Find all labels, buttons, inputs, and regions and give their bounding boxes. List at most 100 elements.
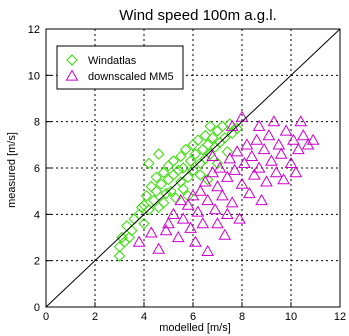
diamond-point	[160, 187, 172, 200]
triangle-point	[223, 152, 237, 164]
y-tick-label: 6	[34, 163, 40, 175]
triangle-point	[152, 242, 166, 254]
triangle-point	[289, 166, 303, 178]
diamond-point	[135, 201, 148, 214]
triangle-point	[171, 230, 185, 243]
diamond-point	[199, 129, 212, 142]
chart-title: Wind speed 100m a.g.l.	[119, 7, 277, 24]
triangle-point	[287, 133, 300, 145]
diamond-point	[175, 150, 187, 163]
triangle-point	[228, 163, 242, 175]
diamond-point	[157, 166, 170, 179]
diamond-point	[167, 169, 180, 181]
triangle-point	[208, 203, 222, 215]
triangle-point	[292, 142, 305, 155]
triangle-point	[201, 244, 215, 256]
diamond-point	[189, 148, 202, 160]
diamond-point	[138, 217, 150, 230]
triangle-point	[252, 119, 266, 131]
legend-diamond-marker	[66, 54, 78, 66]
diamond-point	[179, 143, 192, 156]
y-tick-label: 4	[34, 209, 40, 221]
diamond-point	[206, 132, 219, 144]
diamond-point	[192, 134, 204, 146]
triangle-point	[272, 138, 286, 150]
diamond-point	[184, 155, 197, 167]
diamond-point	[204, 120, 216, 133]
diamond-point	[121, 220, 133, 232]
triangle-point	[230, 145, 244, 157]
axis-ticks: 0 2 4 6 8 10 12 0 2 4 6 8 10 12	[28, 24, 346, 323]
diamond-point	[150, 185, 163, 197]
triangle-point	[216, 189, 229, 201]
diamond-point	[143, 157, 155, 170]
legend-diamond-icon	[66, 54, 78, 66]
triangle-point	[191, 205, 205, 217]
triangle-point	[233, 212, 246, 224]
diamond-point	[187, 164, 199, 177]
triangle-point	[220, 170, 234, 182]
triangle-point	[235, 177, 249, 189]
triangle-point	[274, 147, 288, 159]
diamond-point	[165, 185, 177, 197]
triangle-point	[240, 138, 254, 150]
triangle-point	[162, 217, 175, 229]
triangle-point	[255, 193, 268, 206]
diamond-point	[172, 164, 185, 177]
triangle-point	[269, 166, 283, 178]
y-tick-label: 8	[34, 117, 40, 129]
triangle-point	[238, 156, 251, 168]
triangle-point	[174, 193, 188, 206]
triangle-point	[213, 161, 227, 173]
diamond-point	[167, 155, 180, 167]
triangle-point	[262, 129, 276, 141]
series-1	[132, 110, 320, 256]
triangle-point	[218, 228, 232, 240]
triangle-point	[144, 226, 158, 238]
legend-triangle-icon	[65, 69, 79, 81]
triangle-point	[211, 217, 224, 229]
diamond-point	[211, 157, 224, 170]
diamond-point	[177, 162, 189, 174]
legend-box	[56, 45, 184, 90]
triangle-point	[265, 154, 278, 166]
data-points	[113, 110, 320, 262]
legend-label-windatlas: Windatlas	[88, 55, 137, 67]
triangle-point	[201, 193, 215, 206]
triangle-point	[220, 207, 234, 219]
y-tick-label: 10	[28, 70, 40, 82]
diamond-point	[199, 152, 212, 165]
diamond-point	[231, 122, 243, 135]
diamond-point	[150, 171, 163, 184]
legend: Windatlas downscaled MM5	[56, 45, 184, 90]
triangle-point	[198, 175, 212, 187]
diamond-point	[219, 132, 231, 144]
x-axis-label: modelled [m/s]	[159, 322, 231, 334]
x-tick-label: 4	[141, 311, 147, 323]
x-tick-label: 0	[43, 311, 49, 323]
diamond-point	[145, 180, 158, 193]
diamond-point	[194, 157, 207, 170]
triangle-point	[257, 142, 271, 155]
y-tick-label: 12	[28, 24, 40, 36]
y-axis-label: measured [m/s]	[6, 132, 18, 208]
x-tick-label: 12	[334, 311, 346, 323]
triangle-point	[132, 235, 146, 247]
triangle-point	[196, 217, 210, 229]
triangle-point	[284, 156, 298, 168]
x-tick-label: 6	[190, 311, 196, 323]
triangle-point	[294, 115, 308, 127]
triangle-point	[189, 235, 202, 247]
legend-label-mm5: downscaled MM5	[88, 71, 174, 83]
diamond-point	[157, 197, 170, 209]
triangle-point	[176, 212, 190, 224]
triangle-point	[247, 168, 261, 180]
x-tick-label: 2	[92, 311, 98, 323]
triangle-point	[252, 161, 266, 173]
diamond-point	[128, 213, 140, 225]
triangle-point	[206, 149, 219, 161]
diamond-point	[140, 190, 153, 202]
diamond-point	[194, 169, 207, 181]
triangle-point	[279, 124, 293, 136]
